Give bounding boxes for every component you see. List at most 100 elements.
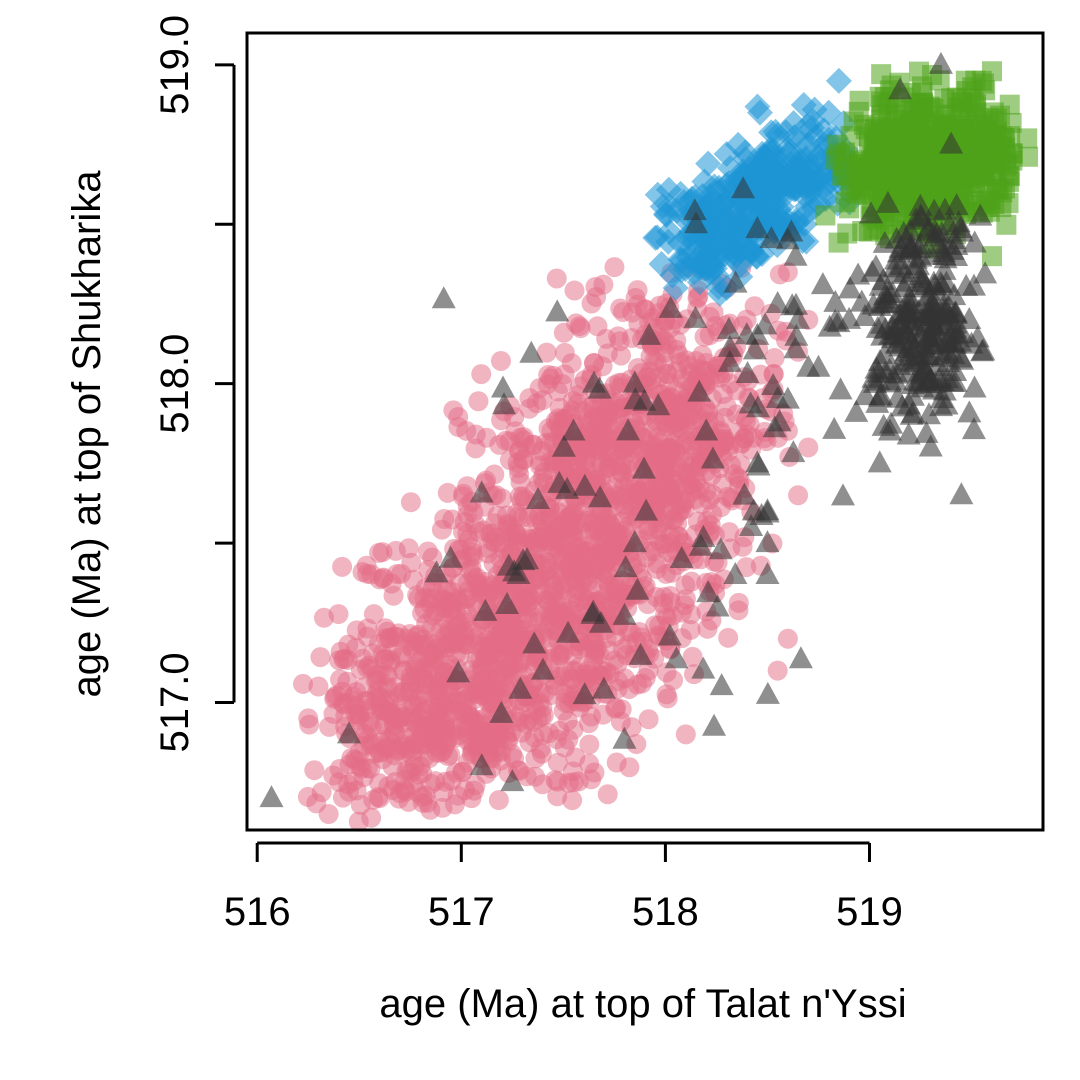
- data-point: [736, 309, 757, 330]
- data-point: [682, 198, 707, 221]
- y-tick-label: 518.0: [153, 334, 197, 434]
- data-point: [438, 545, 463, 568]
- data-point: [883, 261, 908, 284]
- data-point: [695, 150, 722, 177]
- data-point: [867, 450, 892, 473]
- data-point: [962, 230, 987, 253]
- data-point: [580, 601, 605, 624]
- data-point: [572, 682, 597, 705]
- data-point: [864, 123, 885, 144]
- data-point: [992, 182, 1013, 203]
- data-point: [473, 598, 498, 621]
- data-point: [721, 490, 742, 511]
- data-point: [584, 762, 605, 783]
- data-point: [671, 602, 692, 623]
- data-point: [361, 658, 382, 679]
- data-point: [815, 99, 842, 126]
- data-point: [911, 131, 932, 152]
- series-diamond: [642, 67, 875, 307]
- data-point: [732, 482, 757, 505]
- data-point: [860, 259, 885, 282]
- data-point: [448, 417, 469, 438]
- data-point: [565, 586, 586, 607]
- data-point: [875, 190, 900, 213]
- data-point: [369, 788, 390, 809]
- data-point: [310, 647, 331, 668]
- data-point: [631, 481, 652, 502]
- data-point: [949, 482, 974, 505]
- data-point: [522, 631, 547, 654]
- data-point: [545, 299, 570, 322]
- plot-frame: [245, 31, 1045, 832]
- data-point: [1001, 112, 1022, 133]
- y-tick-label: 519.0: [153, 15, 197, 115]
- data-point: [1017, 128, 1038, 149]
- data-point: [731, 433, 752, 454]
- data-point: [526, 487, 551, 510]
- data-point: [815, 205, 836, 226]
- data-point: [825, 67, 852, 94]
- data-point: [871, 64, 892, 85]
- data-point: [446, 660, 471, 683]
- data-point: [849, 150, 870, 171]
- data-point: [738, 391, 763, 414]
- data-point: [830, 483, 855, 506]
- data-point: [736, 557, 757, 578]
- data-point: [759, 226, 784, 249]
- data-point: [878, 150, 899, 171]
- data-point: [488, 790, 509, 811]
- data-point: [832, 165, 853, 186]
- data-point: [637, 322, 662, 345]
- data-point: [810, 272, 835, 295]
- data-point: [562, 790, 583, 811]
- data-point: [741, 159, 768, 186]
- data-point: [471, 364, 492, 385]
- data-point: [430, 635, 451, 656]
- data-point: [612, 602, 637, 625]
- data-point: [961, 273, 986, 296]
- data-point: [665, 417, 686, 438]
- data-point: [631, 456, 656, 479]
- data-point: [509, 464, 530, 485]
- data-point: [566, 313, 587, 334]
- data-point: [572, 473, 597, 496]
- data-point: [745, 216, 770, 239]
- data-point: [607, 654, 628, 675]
- data-point: [896, 422, 921, 445]
- data-point: [491, 375, 516, 398]
- data-point: [918, 434, 943, 457]
- data-point: [950, 321, 975, 344]
- data-point: [828, 377, 853, 400]
- data-point: [603, 551, 624, 572]
- data-point: [613, 555, 638, 578]
- data-point: [666, 360, 687, 381]
- data-point: [561, 553, 582, 574]
- data-point: [916, 217, 941, 240]
- data-point: [879, 314, 904, 337]
- data-point: [729, 469, 750, 490]
- data-point: [349, 756, 370, 777]
- data-point: [259, 785, 284, 808]
- data-point: [627, 280, 648, 301]
- data-point: [858, 201, 883, 224]
- data-point: [877, 357, 902, 380]
- data-point: [581, 293, 602, 314]
- data-point: [767, 409, 792, 432]
- data-point: [298, 708, 319, 729]
- data-point: [563, 719, 584, 740]
- data-point: [590, 468, 611, 489]
- data-point: [755, 530, 780, 553]
- data-point: [745, 450, 770, 473]
- data-point: [427, 680, 448, 701]
- data-point: [473, 520, 494, 541]
- data-point: [332, 556, 353, 577]
- data-point: [793, 113, 820, 140]
- series-triangle: [259, 51, 998, 808]
- data-point: [437, 482, 458, 503]
- data-point: [385, 540, 406, 561]
- data-point: [895, 269, 920, 292]
- data-point: [732, 139, 759, 166]
- data-point: [519, 398, 540, 419]
- data-point: [817, 314, 842, 337]
- data-point: [417, 541, 438, 562]
